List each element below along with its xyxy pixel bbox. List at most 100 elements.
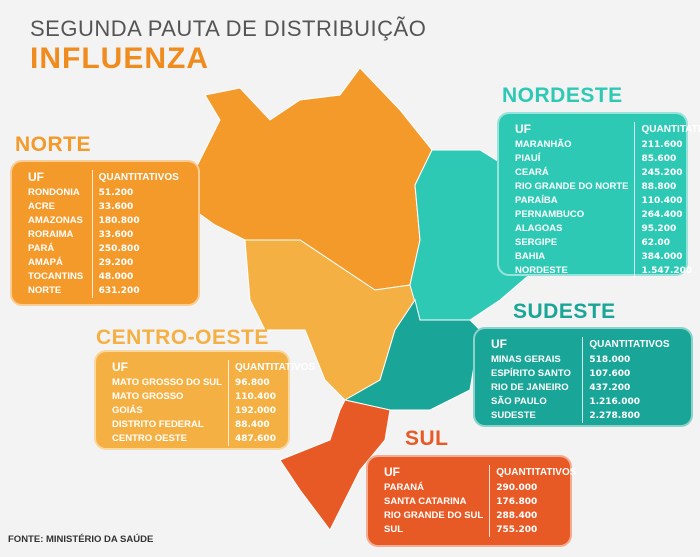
table-row: AMAZONAS 180.800 [22,214,188,228]
page-title: INFLUENZA [30,42,209,75]
uf-name: PARAÍBA [515,195,558,206]
uf-quantity: 62.00 [634,236,700,250]
uf-quantity: 110.400 [227,390,322,404]
total-label: NORTE [28,285,62,296]
table-header: UF QUANTITATIVOS [485,337,681,353]
uf-name: SERGIPE [515,237,558,248]
uf-quantity: 211.600 [634,138,700,152]
col-uf: UF [491,337,507,351]
table-row: MATO GROSSO 110.400 [106,390,322,404]
table-total-row: SUDESTE 2.278.800 [485,409,681,423]
table-row: RORAIMA 33.600 [22,228,188,242]
col-quantitativos: QUANTITATIVOS [634,122,700,138]
uf-quantity: 88.800 [634,180,700,194]
table-header: UF QUANTITATIVOS [22,170,188,186]
uf-quantity: 176.800 [489,495,583,509]
uf-quantity: 95.200 [634,222,700,236]
uf-quantity: 51.200 [91,186,188,200]
table-row: MINAS GERAIS 518.000 [485,353,681,367]
uf-name: DISTRITO FEDERAL [112,419,204,430]
col-quantitativos: QUANTITATIVOS [489,465,583,481]
table-row: MATO GROSSO DO SUL 96.800 [106,376,322,390]
table-total-row: CENTRO OESTE 487.600 [106,432,322,446]
col-uf: UF [384,465,400,479]
table-row: SANTA CATARINA 176.800 [378,495,583,509]
uf-quantity: 288.400 [489,509,583,523]
col-uf: UF [112,360,128,374]
uf-quantity: 85.600 [634,152,700,166]
uf-name: MATO GROSSO [112,391,184,402]
region-table-nordeste: UF QUANTITATIVOS MARANHÃO 211.600 PIAUÍ 85.60… [497,112,700,278]
table-row: RIO GRANDE DO SUL 288.400 [378,509,583,523]
total-label: SUL [384,524,403,535]
uf-quantity: 384.000 [634,250,700,264]
total-label: SUDESTE [491,410,536,421]
total-quantity: 631.200 [91,284,188,298]
table-row: PIAUÍ 85.600 [509,152,700,166]
uf-quantity: 107.600 [582,367,681,381]
col-quantitativos: QUANTITATIVOS [91,170,188,186]
uf-name: SÃO PAULO [491,396,547,407]
uf-quantity: 88.400 [227,418,322,432]
total-label: CENTRO OESTE [112,433,187,444]
uf-quantity: 180.800 [91,214,188,228]
total-quantity: 755.200 [489,523,583,537]
table-row: RIO GRANDE DO NORTE 88.800 [509,180,700,194]
uf-name: PARANÁ [384,482,424,493]
table-header: UF QUANTITATIVOS [378,465,583,481]
uf-name: BAHIA [515,251,546,262]
uf-name: CEARÁ [515,167,549,178]
uf-quantity: 245.200 [634,166,700,180]
region-title-sudeste: SUDESTE [513,300,616,323]
uf-name: MINAS GERAIS [491,354,561,365]
table-header: UF QUANTITATIVOS [509,122,700,138]
table-row: PARANÁ 290.000 [378,481,583,495]
region-table-norte: UF QUANTITATIVOS RONDONIA 51.200 ACRE 33.600 A… [10,160,200,306]
table-row: ALAGOAS 95.200 [509,222,700,236]
uf-name: RIO GRANDE DO SUL [384,510,484,521]
uf-quantity: 96.800 [227,376,322,390]
col-uf: UF [28,170,44,184]
col-quantitativos: QUANTITATIVOS [582,337,681,353]
col-quantitativos: QUANTITATIVOS [227,360,322,376]
uf-quantity: 48.000 [91,270,188,284]
total-quantity: 2.278.800 [582,409,681,423]
region-table-sul: UF QUANTITATIVOS PARANÁ 290.000 SANTA CATARI… [366,455,583,547]
uf-name: MATO GROSSO DO SUL [112,377,222,388]
total-quantity: 1.547.200 [634,264,700,278]
uf-quantity: 518.000 [582,353,681,367]
table-row: ACRE 33.600 [22,200,188,214]
uf-quantity: 192.000 [227,404,322,418]
uf-name: ACRE [28,201,55,212]
uf-name: AMAPÁ [28,257,63,268]
table-row: TOCANTINS 48.000 [22,270,188,284]
uf-name: PIAUÍ [515,153,541,164]
region-table-centro-oeste: UF QUANTITATIVOS MATO GROSSO DO SUL 96.800 M… [94,350,322,450]
table-row: CEARÁ 245.200 [509,166,700,180]
table-row: PERNAMBUCO 264.400 [509,208,700,222]
table-row: MARANHÃO 211.600 [509,138,700,152]
table-row: BAHIA 384.000 [509,250,700,264]
uf-quantity: 29.200 [91,256,188,270]
col-uf: UF [515,122,531,136]
uf-quantity: 264.400 [634,208,700,222]
uf-quantity: 1.216.000 [582,395,681,409]
uf-name: AMAZONAS [28,215,83,226]
table-row: RIO DE JANEIRO 437.200 [485,381,681,395]
uf-name: PERNAMBUCO [515,209,585,220]
uf-quantity: 110.400 [634,194,700,208]
uf-quantity: 250.800 [91,242,188,256]
uf-quantity: 290.000 [489,481,583,495]
region-title-norte: NORTE [15,133,91,156]
region-title-sul: SUL [405,427,449,450]
table-row: PARAÍBA 110.400 [509,194,700,208]
table-row: RONDONIA 51.200 [22,186,188,200]
table-row: PARÁ 250.800 [22,242,188,256]
source-footer: FONTE: MINISTÉRIO DA SAÚDE [8,534,154,545]
region-title-nordeste: NORDESTE [502,84,623,107]
table-header: UF QUANTITATIVOS [106,360,322,376]
uf-quantity: 437.200 [582,381,681,395]
map-region-sul [279,399,391,531]
table-total-row: NORDESTE 1.547.200 [509,264,700,278]
table-row: ESPÍRITO SANTO 107.600 [485,367,681,381]
